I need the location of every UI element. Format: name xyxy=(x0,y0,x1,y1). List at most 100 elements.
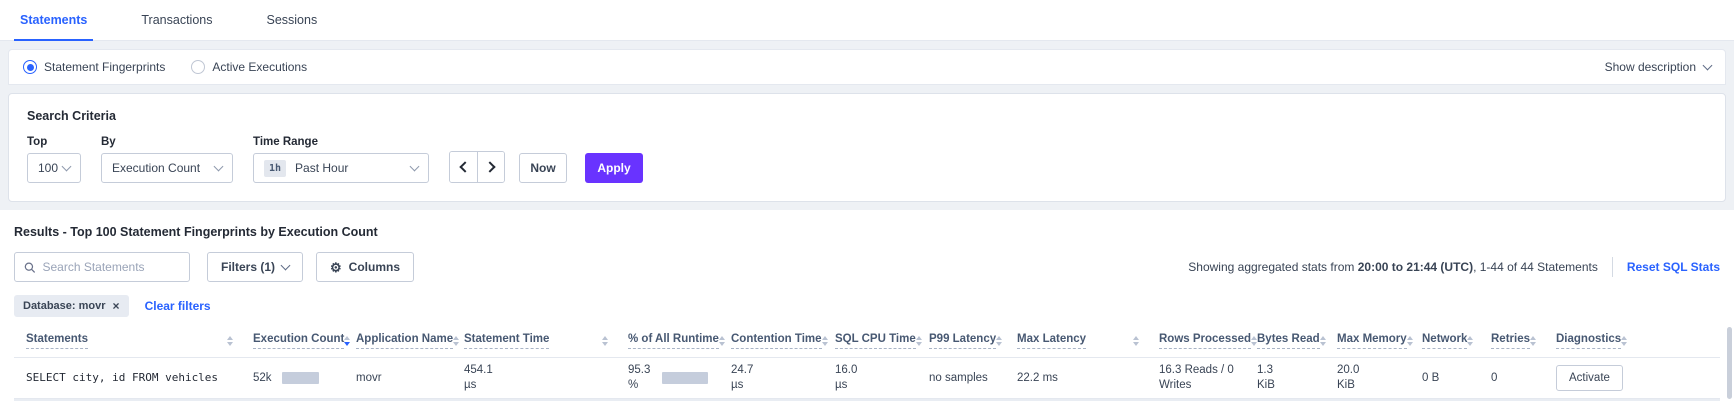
sort-icon[interactable] xyxy=(1467,336,1474,346)
cell-contention-time: 24.7 µs xyxy=(731,364,754,391)
chevron-down-icon xyxy=(1702,60,1713,71)
cell-max-latency: 22.2 ms xyxy=(1017,371,1058,384)
view-toggle-bar: Statement Fingerprints Active Executions… xyxy=(8,49,1726,85)
search-statements-box xyxy=(14,252,190,282)
radio-label: Statement Fingerprints xyxy=(44,60,166,74)
show-description-toggle[interactable]: Show description xyxy=(1604,60,1713,74)
column-header-statement-time[interactable]: Statement Time xyxy=(464,333,628,349)
sort-icon[interactable] xyxy=(227,336,233,346)
results-section: Results - Top 100 Statement Fingerprints… xyxy=(0,210,1734,401)
previous-time-window-button[interactable] xyxy=(450,152,477,182)
column-header-p99-latency[interactable]: P99 Latency xyxy=(929,333,1017,349)
filters-label: Filters (1) xyxy=(221,260,276,274)
top-value: 100 xyxy=(38,161,59,175)
tab-statements[interactable]: Statements xyxy=(14,0,94,41)
column-header-statements[interactable]: Statements xyxy=(26,333,253,349)
sort-icon[interactable] xyxy=(1251,336,1258,346)
tab-transactions[interactable]: Transactions xyxy=(141,13,213,27)
tab-sessions[interactable]: Sessions xyxy=(266,13,318,27)
clear-filters-link[interactable]: Clear filters xyxy=(144,299,211,313)
cell-bytes-read: 1.3 KiB xyxy=(1257,364,1275,391)
chevron-right-icon xyxy=(483,161,496,173)
by-select[interactable]: Execution Count xyxy=(101,153,233,183)
sort-icon[interactable] xyxy=(453,336,460,346)
column-header-application-name[interactable]: Application Name xyxy=(356,333,464,349)
time-range-value: Past Hour xyxy=(295,161,349,175)
chevron-down-icon xyxy=(280,260,291,271)
filter-chip-database: Database: movr × xyxy=(14,295,129,317)
chevron-down-icon xyxy=(213,161,224,172)
sort-icon[interactable] xyxy=(1133,336,1139,346)
execution-count-bar xyxy=(281,372,319,384)
close-icon[interactable]: × xyxy=(112,299,120,313)
search-statements-input[interactable] xyxy=(42,260,180,274)
cell-rows-processed: 16.3 Reads / 0 Writes xyxy=(1159,364,1234,391)
cell-max-memory: 20.0 KiB xyxy=(1337,364,1360,391)
top-field: Top 100 xyxy=(27,136,81,183)
radio-label: Active Executions xyxy=(212,60,308,74)
results-title: Results - Top 100 Statement Fingerprints… xyxy=(14,225,378,239)
column-header-diagnostics[interactable]: Diagnostics xyxy=(1556,333,1646,349)
time-range-label: Time Range xyxy=(253,136,318,148)
column-header-max-memory[interactable]: Max Memory xyxy=(1337,333,1422,349)
column-header-network[interactable]: Network xyxy=(1422,333,1491,349)
sort-icon[interactable] xyxy=(1406,336,1413,346)
cell-sql-cpu-time: 16.0 µs xyxy=(835,364,858,391)
cell-pct-of-all-runtime: 95.3 % xyxy=(628,363,731,393)
aggregated-stats-text: Showing aggregated stats from 20:00 to 2… xyxy=(1188,260,1598,274)
radio-unselected-icon xyxy=(191,60,206,74)
time-range-select[interactable]: 1h Past Hour xyxy=(253,153,429,183)
column-header-retries[interactable]: Retries xyxy=(1491,333,1556,349)
cell-p99-latency: no samples xyxy=(929,371,988,384)
vertical-scrollbar[interactable] xyxy=(1727,327,1732,399)
top-label: Top xyxy=(27,136,48,148)
time-window-arrows xyxy=(449,151,505,183)
columns-button[interactable]: ⚙ Columns xyxy=(316,252,415,282)
sort-icon[interactable] xyxy=(1621,336,1628,346)
reset-sql-stats-link[interactable]: Reset SQL Stats xyxy=(1626,260,1720,274)
filter-chip-label: Database: movr xyxy=(23,300,106,312)
chevron-down-icon xyxy=(409,161,420,172)
sort-icon[interactable] xyxy=(996,336,1003,346)
divider xyxy=(1611,257,1613,277)
statement-fingerprint-link[interactable]: SELECT city, id FROM vehicles xyxy=(26,371,219,384)
radio-active-executions[interactable]: Active Executions xyxy=(191,60,307,74)
show-description-label: Show description xyxy=(1604,60,1696,74)
time-range-badge: 1h xyxy=(264,159,287,177)
top-select[interactable]: 100 xyxy=(27,153,81,183)
column-header-bytes-read[interactable]: Bytes Read xyxy=(1257,333,1337,349)
columns-label: Columns xyxy=(348,260,401,274)
column-header-execution-count[interactable]: Execution Count xyxy=(253,333,356,349)
top-tab-bar: Statements Transactions Sessions xyxy=(0,0,1734,41)
activate-diagnostics-button[interactable]: Activate xyxy=(1556,365,1623,391)
search-criteria-card: Search Criteria Top 100 By Execution Cou… xyxy=(8,93,1726,202)
column-header-pct-of-all-runtime[interactable]: % of All Runtime xyxy=(628,333,731,349)
cell-network: 0 B xyxy=(1422,371,1440,384)
sort-icon[interactable] xyxy=(1319,336,1326,346)
by-label: By xyxy=(101,136,116,148)
sort-icon[interactable] xyxy=(915,336,922,346)
search-icon xyxy=(24,261,36,273)
sort-desc-icon[interactable] xyxy=(344,336,351,346)
search-criteria-title: Search Criteria xyxy=(27,109,116,123)
by-value: Execution Count xyxy=(112,161,201,175)
column-header-sql-cpu-time[interactable]: SQL CPU Time xyxy=(835,333,929,349)
column-header-max-latency[interactable]: Max Latency xyxy=(1017,333,1159,349)
filters-button[interactable]: Filters (1) xyxy=(207,252,304,282)
sort-icon[interactable] xyxy=(602,336,608,346)
table-header-row: Statements Execution Count Application N… xyxy=(14,329,1720,358)
sort-icon[interactable] xyxy=(718,336,725,346)
sort-icon[interactable] xyxy=(821,336,828,346)
apply-button[interactable]: Apply xyxy=(585,153,643,183)
sort-icon[interactable] xyxy=(1530,336,1536,346)
table-row: SELECT city, id FROM vehicles 52k movr 4… xyxy=(14,358,1720,399)
column-header-contention-time[interactable]: Contention Time xyxy=(731,333,835,349)
runtime-bar xyxy=(662,372,708,384)
gear-icon: ⚙ xyxy=(330,259,342,275)
radio-statement-fingerprints[interactable]: Statement Fingerprints xyxy=(23,60,165,74)
column-header-rows-processed[interactable]: Rows Processed xyxy=(1159,333,1258,349)
next-row-partial xyxy=(14,399,1720,401)
cell-retries: 0 xyxy=(1491,371,1498,384)
now-button[interactable]: Now xyxy=(519,153,567,183)
next-time-window-button[interactable] xyxy=(477,152,504,182)
